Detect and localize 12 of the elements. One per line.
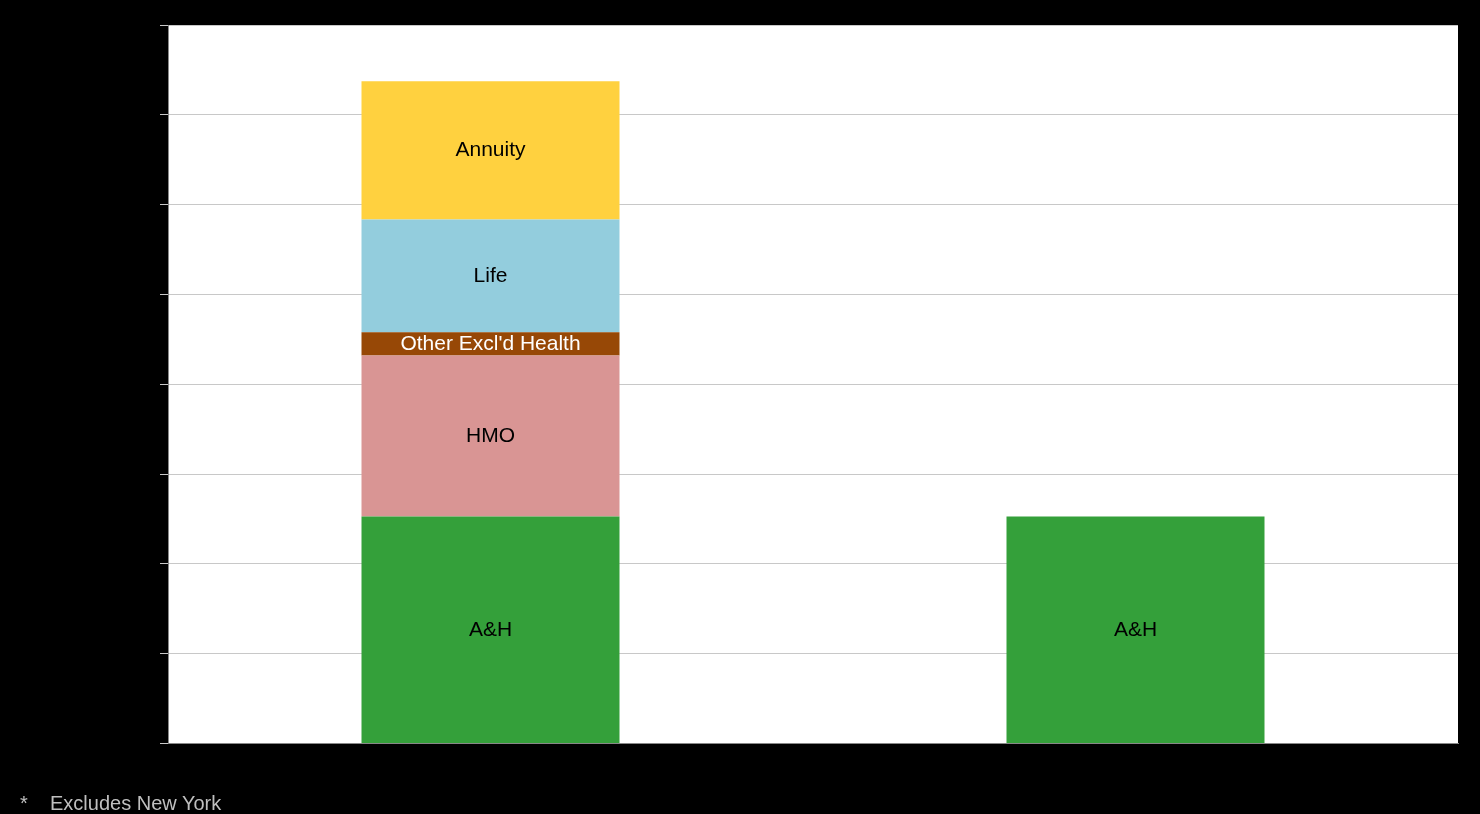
text: A&H	[1113, 616, 1158, 640]
bar	[361, 81, 620, 220]
bar	[361, 219, 620, 333]
bar	[361, 516, 620, 744]
series-label: Other Excl'd Health	[400, 330, 581, 354]
text: * Excludes New York	[20, 792, 222, 814]
series-label: Life	[473, 262, 508, 286]
bar	[1006, 516, 1265, 744]
series-label: HMO	[466, 422, 515, 446]
series-label: Annuity	[455, 137, 527, 161]
bar	[361, 355, 620, 517]
series-label: A&H	[468, 616, 513, 640]
